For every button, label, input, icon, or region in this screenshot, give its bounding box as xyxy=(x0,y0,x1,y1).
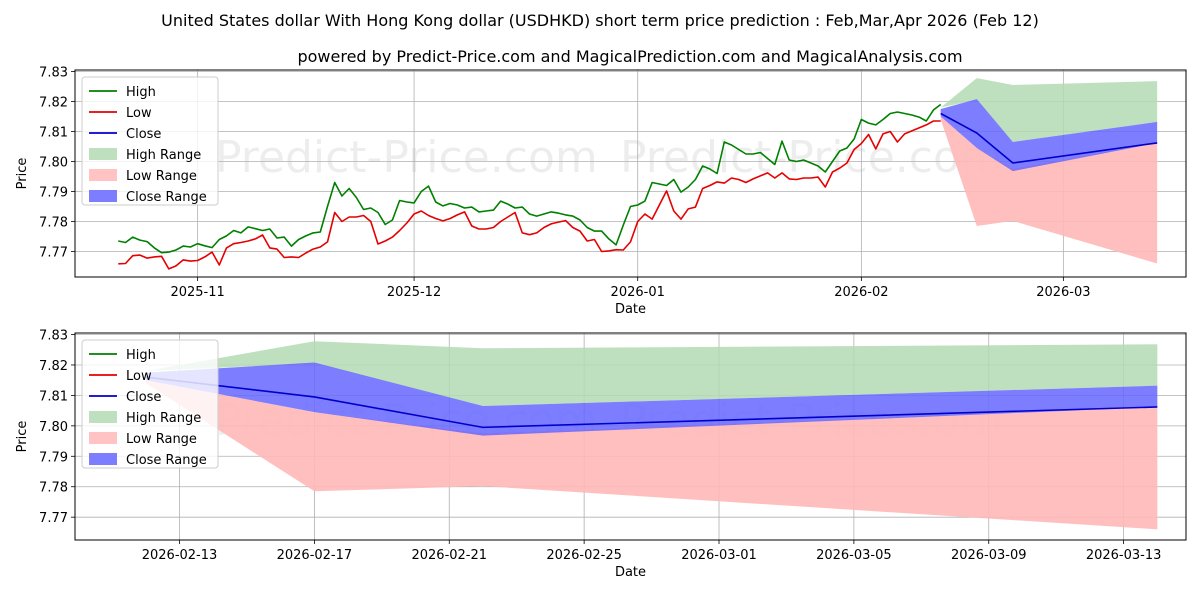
y-tick-label: 7.80 xyxy=(39,156,68,171)
y-axis-label: Price xyxy=(15,421,30,453)
close-series-line xyxy=(145,376,1158,429)
close-series-line xyxy=(940,112,1158,164)
legend-close-range-swatch xyxy=(89,453,117,465)
y-tick-label: 7.82 xyxy=(39,359,68,374)
x-tick-label: 2026-02-17 xyxy=(277,548,353,563)
legend-low-label: Low xyxy=(126,106,152,121)
legend-close-label: Close xyxy=(126,390,161,405)
y-tick-label: 7.79 xyxy=(39,450,68,465)
plot-frame xyxy=(74,332,1187,541)
x-tick-label: 2026-03-01 xyxy=(681,548,757,563)
y-tick-label: 7.79 xyxy=(39,186,68,201)
y-tick-label: 7.83 xyxy=(39,66,68,81)
watermark: Predict-Price.com xyxy=(215,132,598,183)
y-tick-label: 7.78 xyxy=(39,481,68,496)
y-axis-label: Price xyxy=(15,158,30,190)
high-series-line xyxy=(118,103,942,254)
legend-low-range-swatch xyxy=(89,432,117,444)
x-tick-label: 2026-02-13 xyxy=(142,548,218,563)
x-tick-label: 2025-12 xyxy=(387,285,441,300)
legend-high-label: High xyxy=(126,85,156,100)
y-tick-label: 7.78 xyxy=(39,216,68,231)
x-tick-label: 2026-03-05 xyxy=(816,548,892,563)
high-range-band xyxy=(940,78,1158,142)
chart-subtitle: powered by Predict-Price.com and Magical… xyxy=(297,47,962,66)
x-tick-label: 2026-02 xyxy=(834,285,888,300)
close-range-band xyxy=(940,99,1158,172)
legend-close-label: Close xyxy=(126,127,161,142)
x-tick-label: 2026-02-21 xyxy=(411,548,487,563)
legend-low-range-label: Low Range xyxy=(126,169,197,184)
y-tick-label: 7.82 xyxy=(39,96,68,111)
watermark: Predict-Price.com xyxy=(620,132,1003,183)
x-axis-label: Date xyxy=(615,565,646,580)
legend-close-range-label: Close Range xyxy=(126,190,207,205)
y-tick-label: 7.83 xyxy=(39,329,68,344)
y-tick-label: 7.77 xyxy=(39,511,68,526)
x-tick-label: 2026-03-13 xyxy=(1086,548,1162,563)
y-tick-label: 7.77 xyxy=(39,246,68,261)
x-tick-label: 2026-03-09 xyxy=(951,548,1027,563)
plot-frame xyxy=(74,69,1187,278)
legend-high-label: High xyxy=(126,348,156,363)
legend-high-range-swatch xyxy=(89,411,117,423)
top-panel: Predict-Price.com Predict-Price.com 2025-1… xyxy=(15,66,1187,317)
legend-high-range-label: High Range xyxy=(126,148,201,163)
x-tick-label: 2026-03 xyxy=(1036,285,1090,300)
legend-low-range-label: Low Range xyxy=(126,432,197,447)
legend-low-range-swatch xyxy=(89,169,117,181)
y-tick-label: 7.81 xyxy=(39,389,68,404)
legend-high-range-swatch xyxy=(89,148,117,160)
x-tick-label: 2025-11 xyxy=(170,285,224,300)
x-axis-label: Date xyxy=(615,302,646,317)
legend-low-label: Low xyxy=(126,369,152,384)
legend-close-range-swatch xyxy=(89,190,117,202)
bottom-panel: Predict-Price.comPredict-Price.com2026-0… xyxy=(15,329,1187,580)
x-tick-label: 2026-02-25 xyxy=(546,548,622,563)
y-tick-label: 7.80 xyxy=(39,420,68,435)
x-tick-label: 2026-01 xyxy=(611,285,665,300)
y-tick-label: 7.81 xyxy=(39,126,68,141)
high-range-band xyxy=(145,341,1158,407)
chart-title: United States dollar With Hong Kong doll… xyxy=(161,11,1039,30)
legend-high-range-label: High Range xyxy=(126,411,201,426)
legend-close-range-label: Close Range xyxy=(126,453,207,468)
close-range-band xyxy=(145,362,1158,436)
low-series-line xyxy=(118,120,941,270)
